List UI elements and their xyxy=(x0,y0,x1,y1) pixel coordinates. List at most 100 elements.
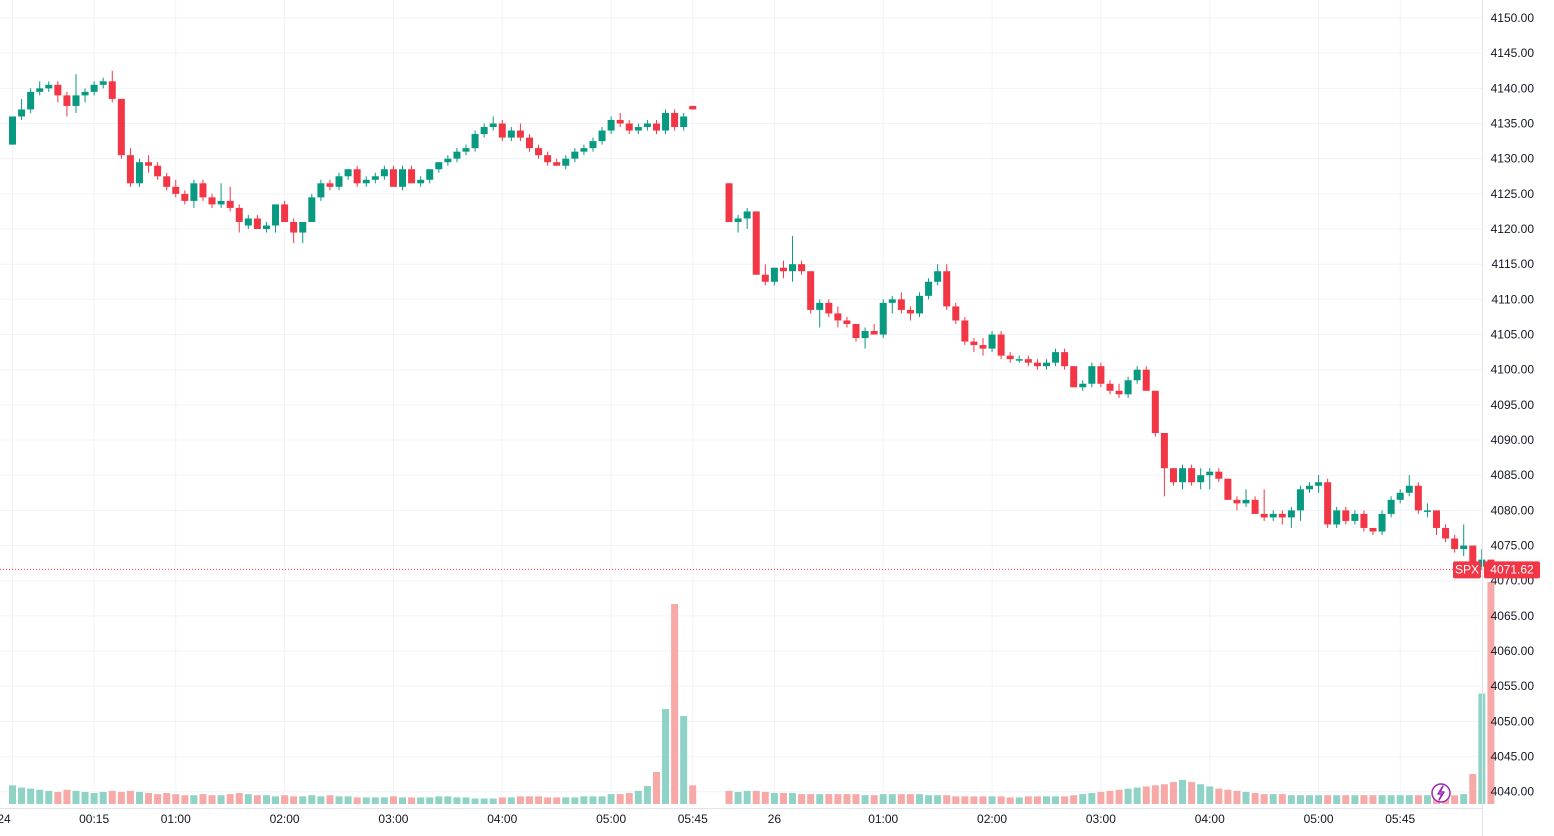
candle-body[interactable] xyxy=(897,299,905,310)
candle-body[interactable] xyxy=(1269,513,1277,518)
candle-body[interactable] xyxy=(462,148,470,152)
candle-body[interactable] xyxy=(652,123,660,131)
candle-body[interactable] xyxy=(126,155,134,184)
candle-body[interactable] xyxy=(961,320,969,342)
candle-body[interactable] xyxy=(1188,468,1196,483)
candle-body[interactable] xyxy=(45,84,53,89)
candle-body[interactable] xyxy=(154,165,162,177)
candle-body[interactable] xyxy=(117,98,125,156)
candle-body[interactable] xyxy=(1396,492,1404,500)
candle-body[interactable] xyxy=(535,148,543,156)
candle-body[interactable] xyxy=(362,179,370,184)
candle-body[interactable] xyxy=(281,204,289,222)
candle-body[interactable] xyxy=(1251,499,1259,514)
candle-body[interactable] xyxy=(389,169,397,187)
candle-body[interactable] xyxy=(489,123,497,128)
candle-body[interactable] xyxy=(544,155,552,163)
candle-body[interactable] xyxy=(589,141,597,149)
candle-body[interactable] xyxy=(244,218,252,226)
candle-body[interactable] xyxy=(988,334,996,349)
candle-body[interactable] xyxy=(480,127,488,135)
candle-body[interactable] xyxy=(380,169,388,177)
candle-body[interactable] xyxy=(1070,366,1078,388)
candle-body[interactable] xyxy=(1097,366,1105,384)
candle-body[interactable] xyxy=(1378,513,1386,532)
candle-body[interactable] xyxy=(553,162,561,166)
candle-body[interactable] xyxy=(680,116,688,128)
candle-body[interactable] xyxy=(1115,390,1123,395)
time-axis[interactable]: 24 00:15 01:00 02:00 03:00 04:00 05:00 05:45 26 0… xyxy=(0,808,1482,827)
candle-body[interactable] xyxy=(1206,471,1214,476)
candle-body[interactable] xyxy=(36,88,44,92)
candle-body[interactable] xyxy=(226,200,234,208)
candle-body[interactable] xyxy=(934,271,942,282)
candle-body[interactable] xyxy=(1315,482,1323,486)
candle-body[interactable] xyxy=(807,271,815,310)
candle-body[interactable] xyxy=(99,81,107,85)
candle-body[interactable] xyxy=(253,218,261,230)
candle-body[interactable] xyxy=(662,112,670,131)
candle-body[interactable] xyxy=(1260,513,1268,518)
candle-body[interactable] xyxy=(516,130,524,138)
candle-body[interactable] xyxy=(208,197,216,205)
candle-body[interactable] xyxy=(408,169,416,184)
candle-body[interactable] xyxy=(262,225,270,230)
price-axis[interactable]: 4150.00 4145.00 4140.00 4135.00 4130.00 4125.… xyxy=(1482,0,1535,836)
candle-body[interactable] xyxy=(108,81,116,99)
candle-body[interactable] xyxy=(1296,489,1304,511)
candle-body[interactable] xyxy=(1360,513,1368,528)
candle-body[interactable] xyxy=(399,169,407,187)
candle-body[interactable] xyxy=(1179,468,1187,483)
candle-body[interactable] xyxy=(172,186,180,194)
candle-body[interactable] xyxy=(1460,545,1468,550)
candle-body[interactable] xyxy=(1151,390,1159,434)
candle-body[interactable] xyxy=(861,331,869,339)
candle-body[interactable] xyxy=(1033,362,1041,367)
candles[interactable] xyxy=(9,70,1495,571)
candle-body[interactable] xyxy=(925,281,933,296)
candle-body[interactable] xyxy=(1015,359,1023,361)
candle-body[interactable] xyxy=(906,309,914,314)
candle-body[interactable] xyxy=(916,295,923,314)
candle-body[interactable] xyxy=(607,119,615,131)
candle-body[interactable] xyxy=(734,218,742,222)
candle-body[interactable] xyxy=(852,323,860,339)
candle-body[interactable] xyxy=(1306,485,1314,490)
candle-body[interactable] xyxy=(326,183,334,187)
candle-body[interactable] xyxy=(1405,485,1413,493)
candle-body[interactable] xyxy=(1278,513,1286,518)
candle-body[interactable] xyxy=(344,169,352,177)
candle-body[interactable] xyxy=(235,207,243,222)
candle-body[interactable] xyxy=(789,264,797,272)
candle-body[interactable] xyxy=(1432,510,1440,528)
candle-body[interactable] xyxy=(1451,538,1459,550)
candle-body[interactable] xyxy=(190,183,198,201)
candle-body[interactable] xyxy=(453,151,461,159)
candle-body[interactable] xyxy=(1133,369,1141,381)
candle-body[interactable] xyxy=(816,302,824,310)
candle-body[interactable] xyxy=(689,105,697,110)
candle-body[interactable] xyxy=(798,264,806,272)
candle-body[interactable] xyxy=(888,299,896,303)
candle-body[interactable] xyxy=(834,313,842,321)
candle-body[interactable] xyxy=(1469,545,1477,567)
candle-body[interactable] xyxy=(1233,499,1241,504)
candle-body[interactable] xyxy=(952,306,960,321)
candle-body[interactable] xyxy=(9,116,16,145)
candle-body[interactable] xyxy=(1160,433,1168,469)
candle-body[interactable] xyxy=(299,221,307,233)
candle-body[interactable] xyxy=(643,123,651,128)
candle-body[interactable] xyxy=(272,204,280,226)
candle-body[interactable] xyxy=(1324,482,1332,525)
candle-body[interactable] xyxy=(163,176,171,187)
candle-body[interactable] xyxy=(72,95,80,106)
candle-body[interactable] xyxy=(616,119,624,124)
candle-body[interactable] xyxy=(135,162,143,184)
candle-body[interactable] xyxy=(770,267,778,282)
candle-body[interactable] xyxy=(1351,513,1359,521)
candle-body[interactable] xyxy=(27,91,35,110)
candle-body[interactable] xyxy=(970,341,978,346)
candle-body[interactable] xyxy=(54,84,62,96)
